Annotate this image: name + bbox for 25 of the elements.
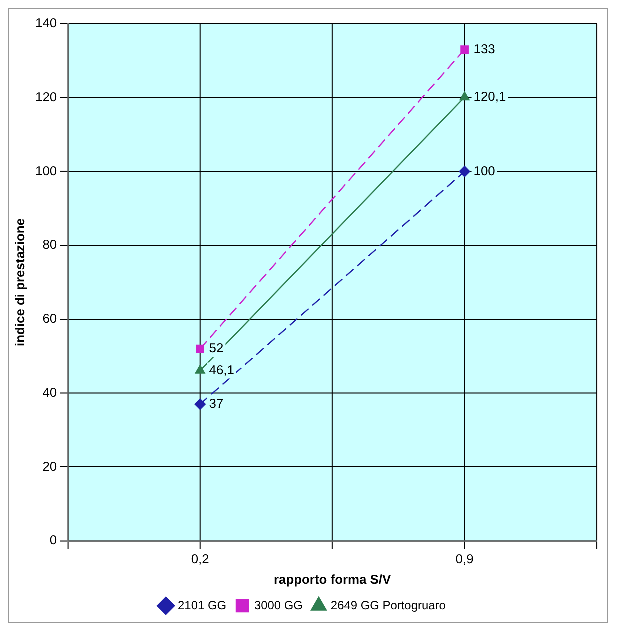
- data-label: 133: [474, 41, 496, 56]
- legend-label: 2649 GG Portogruaro: [330, 598, 446, 612]
- point: [459, 166, 470, 178]
- legend-label: 3000 GG: [254, 598, 303, 612]
- x-axis-title: rapporto forma S/V: [274, 572, 392, 587]
- y-tick-label: 40: [42, 384, 58, 400]
- y-tick-label: 20: [42, 458, 58, 474]
- data-label: 46,1: [209, 362, 234, 378]
- y-tick-label: 100: [36, 163, 58, 178]
- y-tick-label: 0: [50, 532, 58, 548]
- point: [194, 398, 206, 410]
- y-tick-label: 120: [36, 89, 58, 104]
- data-label: 52: [209, 340, 224, 356]
- data-label: 120,1: [474, 89, 506, 104]
- y-axis-title: indice di prestazione: [12, 218, 28, 346]
- point: [460, 46, 469, 54]
- data-label: 100: [474, 163, 496, 178]
- point: [196, 344, 204, 354]
- y-tick-label: 60: [42, 311, 58, 326]
- y-tick-label: 140: [36, 16, 58, 31]
- x-tick-label: 0,2: [191, 551, 210, 566]
- legend-label: 2101 GG: [178, 598, 227, 612]
- data-label: 37: [209, 396, 224, 411]
- y-tick-label: 80: [42, 237, 58, 252]
- x-tick-label: 0,9: [456, 551, 474, 566]
